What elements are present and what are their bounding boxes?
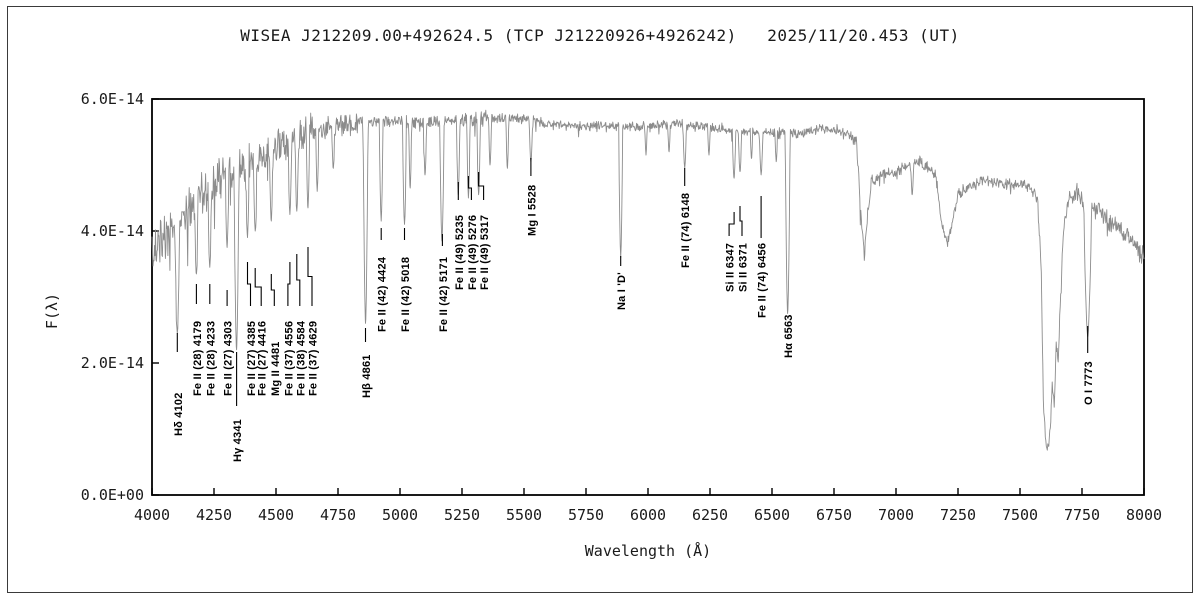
x-axis-tick-label: 5000 bbox=[382, 506, 418, 524]
x-axis-tick-label: 7000 bbox=[878, 506, 914, 524]
x-axis-tick-label: 4000 bbox=[134, 506, 170, 524]
annotation-leader-line bbox=[728, 212, 735, 236]
x-axis-tick-label: 5750 bbox=[568, 506, 604, 524]
x-axis-tick-label: 7250 bbox=[940, 506, 976, 524]
chart-title: WISEA J212209.00+492624.5 (TCP J21220926… bbox=[240, 26, 960, 45]
spectral-line-label: Fe II (42) 5018 bbox=[400, 257, 412, 332]
spectral-line-label: Hβ 4861 bbox=[361, 354, 373, 398]
plot-axes bbox=[151, 98, 1145, 496]
x-axis-tick-label: 8000 bbox=[1126, 506, 1162, 524]
x-axis-tick-label: 4500 bbox=[258, 506, 294, 524]
x-axis-tick-label: 6500 bbox=[754, 506, 790, 524]
x-axis-tick-label: 4750 bbox=[320, 506, 356, 524]
spectral-line-label: Hδ 4102 bbox=[173, 392, 185, 436]
y-axis-tick-label: 0.0E+00 bbox=[81, 486, 144, 504]
annotation-leader-line bbox=[467, 176, 472, 200]
spectral-line-label: Fe II (74) 6456 bbox=[757, 243, 769, 318]
spectral-line-label: Mg I 5528 bbox=[526, 185, 538, 236]
spectral-line-label: Na I 'D' bbox=[616, 272, 628, 310]
spectral-line-label: Fe II (28) 4233 bbox=[205, 321, 217, 396]
spectral-line-label: Fe II (49) 5317 bbox=[479, 215, 491, 290]
line-annotations: Hδ 4102 Fe II (28) 4179 Fe II (28) 4233 Fe … bbox=[173, 158, 1095, 462]
spectral-line-label: O I 7773 bbox=[1083, 361, 1095, 405]
annotation-leader-line bbox=[307, 247, 313, 306]
plot-border bbox=[151, 98, 1145, 496]
x-axis-tick-label: 6750 bbox=[816, 506, 852, 524]
spectral-line-label: Fe II (42) 5171 bbox=[438, 257, 450, 332]
x-axis-tick-label: 5250 bbox=[444, 506, 480, 524]
spectral-line-label: Mg II 4481 bbox=[270, 341, 282, 396]
x-axis-ticks: 4000 4250 4500 4750 5000 5250 5500 5750 6000 6250… bbox=[134, 488, 1162, 524]
spectral-line-label: Fe II (49) 5276 bbox=[467, 215, 479, 290]
y-axis-ticks: 0.0E+00 2.0E-14 4.0E-14 6.0E-14 bbox=[81, 90, 159, 504]
x-axis-tick-label: 6250 bbox=[692, 506, 728, 524]
x-axis-tick-label: 5500 bbox=[506, 506, 542, 524]
annotation-leader-line bbox=[254, 268, 262, 306]
figure-frame bbox=[7, 6, 1193, 593]
spectral-line-label: Fe II (37) 4556 bbox=[283, 321, 295, 396]
y-axis-tick-label: 2.0E-14 bbox=[81, 354, 144, 372]
x-axis-tick-label: 4250 bbox=[196, 506, 232, 524]
x-axis-title: Wavelength (Å) bbox=[584, 542, 712, 560]
x-axis-tick-label: 7750 bbox=[1064, 506, 1100, 524]
spectrum-line bbox=[151, 109, 1145, 451]
spectral-line-label: Fe II (37) 4629 bbox=[308, 321, 320, 396]
spectral-line-label: Fe II (49) 5235 bbox=[454, 215, 466, 290]
spectral-line-label: Fe II (27) 4385 bbox=[246, 321, 258, 396]
annotation-leader-line bbox=[296, 254, 301, 306]
annotation-leader-line bbox=[270, 274, 275, 306]
x-axis-tick-label: 6000 bbox=[630, 506, 666, 524]
spectral-line-label: Si II 6347 bbox=[725, 243, 737, 292]
spectral-line-label: Fe II (28) 4179 bbox=[192, 321, 204, 396]
spectral-line-label: Si II 6371 bbox=[738, 243, 750, 292]
annotation-leader-line bbox=[287, 262, 291, 306]
annotation-leader-line bbox=[246, 262, 252, 306]
spectral-line-label: Fe II (38) 4584 bbox=[295, 320, 307, 396]
spectral-line-label: Fe II (42) 4424 bbox=[377, 256, 389, 332]
spectral-line-label: Fe II (74) 6148 bbox=[680, 193, 692, 268]
spectral-line-label: Fe II (27) 4416 bbox=[257, 321, 269, 396]
spectral-line-label: Fe II (27) 4303 bbox=[223, 321, 235, 396]
spectral-line-label: Hγ 4341 bbox=[232, 419, 244, 462]
y-axis-tick-label: 6.0E-14 bbox=[81, 90, 144, 108]
annotation-leader-line bbox=[739, 206, 743, 236]
annotation-leader-line bbox=[478, 172, 485, 200]
spectral-line-label: Hα 6563 bbox=[783, 314, 795, 358]
x-axis-tick-label: 7500 bbox=[1002, 506, 1038, 524]
y-axis-tick-label: 4.0E-14 bbox=[81, 222, 144, 240]
